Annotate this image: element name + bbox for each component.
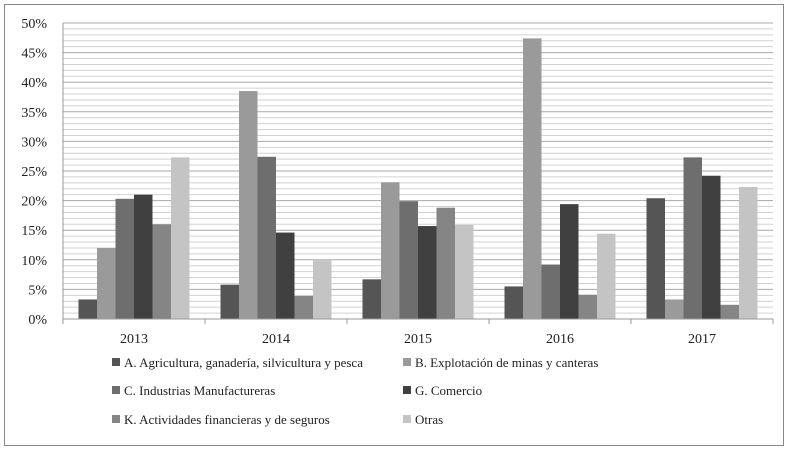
y-tick-label: 5%	[28, 283, 47, 298]
bar	[646, 198, 665, 319]
legend-swatch	[403, 386, 411, 394]
legend-label: G. Comercio	[415, 383, 482, 398]
x-tick-label: 2015	[404, 332, 432, 347]
y-tick-label: 30%	[21, 135, 47, 150]
y-tick-label: 35%	[21, 106, 47, 121]
legend: A. Agricultura, ganadería, silvicultura …	[112, 355, 598, 427]
x-tick-labels: 2013 2014 2015 2016 2017	[120, 332, 716, 347]
bar	[523, 38, 542, 319]
legend-swatch	[403, 358, 411, 366]
y-tick-label: 20%	[21, 195, 47, 210]
bar	[115, 198, 134, 319]
y-tick-label: 25%	[21, 165, 47, 180]
bar	[455, 224, 474, 319]
bar	[152, 224, 171, 319]
bar	[220, 284, 239, 319]
legend-label: K. Actividades financieras y de seguros	[124, 412, 330, 427]
legend-label: A. Agricultura, ganadería, silvicultura …	[124, 355, 363, 370]
bars	[78, 38, 758, 319]
y-tick-label: 45%	[21, 47, 47, 62]
bar	[257, 156, 276, 319]
y-tick-label: 0%	[28, 313, 47, 328]
legend-swatch	[112, 415, 120, 423]
bar	[504, 286, 523, 319]
bar	[541, 264, 560, 319]
bar	[294, 295, 313, 319]
bar	[78, 299, 97, 319]
axes	[62, 23, 774, 324]
legend-label: Otras	[415, 412, 443, 427]
bar	[578, 294, 597, 319]
x-tick-label: 2013	[120, 332, 148, 347]
bar	[362, 279, 381, 319]
bar	[683, 157, 702, 319]
y-tick-label: 15%	[21, 224, 47, 239]
x-tick-label: 2016	[546, 332, 574, 347]
legend-swatch	[112, 358, 120, 366]
y-tick-label: 50%	[21, 17, 47, 32]
bar	[239, 91, 258, 319]
bar	[702, 175, 721, 319]
bar	[171, 157, 190, 319]
bar	[97, 247, 116, 319]
bar	[381, 182, 400, 319]
bar	[720, 304, 739, 319]
bar	[739, 186, 758, 319]
x-tick-label: 2017	[688, 332, 716, 347]
y-tick-labels: 0% 5% 10% 15% 20% 25% 30% 35% 40% 45% 50%	[21, 17, 47, 328]
y-tick-label: 10%	[21, 254, 47, 269]
bar	[399, 201, 418, 319]
legend-label: C. Industrias Manufactureras	[124, 383, 275, 398]
bar	[313, 260, 332, 319]
x-tick-label: 2014	[262, 332, 290, 347]
legend-swatch	[112, 386, 120, 394]
legend-label: B. Explotación de minas y canteras	[415, 355, 598, 370]
bar	[134, 194, 153, 319]
legend-swatch	[403, 415, 411, 423]
bar	[597, 233, 616, 319]
y-tick-label: 40%	[21, 76, 47, 91]
bar	[560, 204, 579, 319]
bar	[665, 299, 684, 319]
bar	[436, 207, 455, 319]
bar	[418, 226, 437, 319]
bar	[276, 232, 295, 319]
